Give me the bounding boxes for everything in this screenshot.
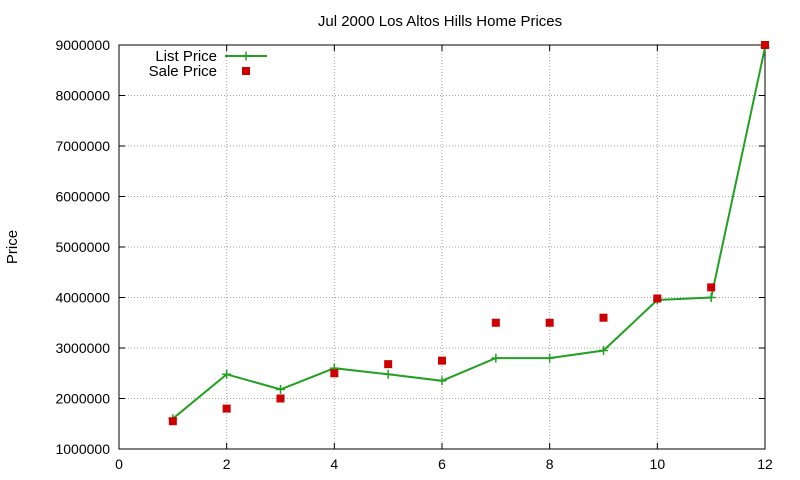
sale-price-point xyxy=(761,41,769,49)
list-price-point xyxy=(222,369,232,379)
sale-price-point xyxy=(276,394,285,403)
y-tick-label: 3000000 xyxy=(55,340,110,356)
y-tick-label: 4000000 xyxy=(55,290,110,306)
sale-price-point xyxy=(653,294,662,303)
legend-label-sale-price: Sale Price xyxy=(149,63,217,80)
y-tick-label: 1000000 xyxy=(55,441,110,457)
x-tick-label: 8 xyxy=(546,456,554,472)
list-price-point xyxy=(437,376,447,386)
legend-sample-sale-price xyxy=(242,67,250,75)
sale-price-point xyxy=(707,283,716,292)
sale-price-point xyxy=(384,360,393,369)
x-tick-label: 6 xyxy=(438,456,446,472)
sale-price-point xyxy=(491,318,500,327)
sale-price-point xyxy=(168,417,177,426)
grid-layer xyxy=(119,45,765,449)
list-price-point xyxy=(491,353,501,363)
y-tick-label: 8000000 xyxy=(55,88,110,104)
sale-price-point xyxy=(438,356,446,365)
x-tick-label: 2 xyxy=(223,456,231,472)
list-price-point xyxy=(545,353,555,363)
x-tick-label: 12 xyxy=(757,456,773,472)
sale-price-point xyxy=(599,313,608,322)
list-price-line xyxy=(172,47,766,420)
list-price-point xyxy=(706,293,716,302)
tick-layer: 1000000 2000000 3000000 4000000 5000000 60000… xyxy=(55,37,773,472)
y-tick-label: 2000000 xyxy=(55,391,110,407)
y-tick-label: 7000000 xyxy=(55,138,110,154)
y-tick-label: 9000000 xyxy=(55,37,110,53)
x-tick-label: 0 xyxy=(115,456,123,472)
sale-price-point xyxy=(222,404,231,413)
x-tick-label: 4 xyxy=(330,456,338,472)
series-layer xyxy=(168,41,770,426)
legend-sample-list-price-marker xyxy=(241,51,251,61)
list-price-point xyxy=(383,369,393,379)
sale-price-point xyxy=(330,369,339,378)
legend-label-list-price: List Price xyxy=(155,48,217,65)
y-tick-label: 6000000 xyxy=(55,189,110,205)
sale-price-point xyxy=(545,318,554,327)
y-tick-label: 5000000 xyxy=(55,239,110,255)
y-axis-label: Price xyxy=(4,230,21,264)
legend: List Price Sale Price xyxy=(149,48,267,80)
list-price-point xyxy=(599,346,608,356)
x-tick-label: 10 xyxy=(650,456,666,472)
chart-title: Jul 2000 Los Altos Hills Home Prices xyxy=(318,13,562,30)
list-price-point xyxy=(276,384,285,394)
